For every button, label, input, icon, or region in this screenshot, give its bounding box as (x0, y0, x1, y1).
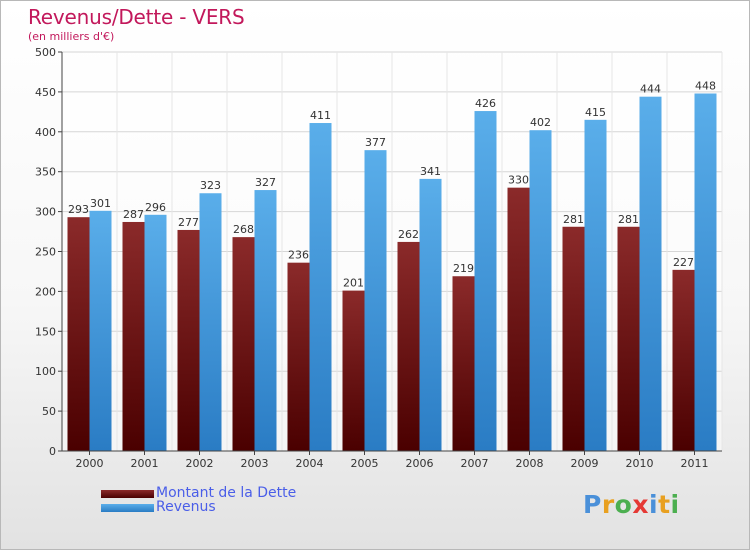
x-tick-label: 2009 (571, 457, 599, 470)
x-tick-label: 2007 (461, 457, 489, 470)
bar-debt (672, 269, 695, 451)
data-label-debt: 262 (398, 228, 419, 241)
y-tick-label: 500 (35, 46, 56, 59)
bar-debt (342, 290, 365, 451)
bar-debt (397, 241, 420, 451)
legend-item-revenus: Revenus (101, 499, 361, 515)
proxiti-logo: Proxiti (583, 490, 680, 519)
bar-revenus (529, 130, 552, 452)
y-tick-label: 300 (35, 206, 56, 219)
logo-letter: i (670, 490, 680, 519)
data-label-revenus: 415 (585, 106, 606, 119)
chart-title: Revenus/Dette - VERS (28, 5, 245, 29)
data-label-debt: 201 (343, 277, 364, 290)
legend-label-revenus: Revenus (156, 499, 216, 515)
data-label-revenus: 301 (90, 197, 111, 210)
y-tick-label: 0 (49, 445, 56, 458)
bar-debt (287, 262, 310, 451)
data-label-revenus: 327 (255, 176, 276, 189)
x-tick-label: 2006 (406, 457, 434, 470)
logo-letter: x (632, 490, 649, 519)
y-tick-label: 400 (35, 126, 56, 139)
bar-revenus (199, 193, 222, 451)
bar-debt (617, 226, 640, 451)
x-tick-label: 2005 (351, 457, 379, 470)
data-label-debt: 330 (508, 174, 529, 187)
logo-letter: t (658, 490, 671, 519)
data-label-revenus: 444 (640, 83, 661, 96)
bar-debt (122, 221, 145, 451)
y-tick-label: 50 (42, 405, 56, 418)
data-label-debt: 277 (178, 216, 199, 229)
data-label-debt: 281 (563, 213, 584, 226)
legend-item-debt: Montant de la Dette (101, 485, 361, 501)
data-label-revenus: 426 (475, 97, 496, 110)
y-tick-label: 150 (35, 325, 56, 338)
bar-revenus (694, 93, 717, 451)
x-tick-label: 2001 (131, 457, 159, 470)
bar-debt (507, 187, 530, 451)
bar-revenus (144, 214, 167, 451)
data-label-revenus: 411 (310, 109, 331, 122)
data-label-revenus: 341 (420, 165, 441, 178)
bar-debt (232, 237, 255, 451)
x-tick-label: 2002 (186, 457, 214, 470)
bar-revenus (89, 210, 112, 451)
x-tick-label: 2004 (296, 457, 324, 470)
bar-revenus (309, 123, 332, 451)
legend-label-debt: Montant de la Dette (156, 485, 297, 501)
bar-revenus (419, 178, 442, 451)
bar-revenus (364, 150, 387, 452)
chart-legend: Montant de la Dette Revenus (101, 485, 361, 515)
x-tick-label: 2010 (626, 457, 654, 470)
y-tick-label: 450 (35, 86, 56, 99)
bar-revenus (254, 190, 277, 451)
y-tick-label: 200 (35, 285, 56, 298)
data-label-revenus: 296 (145, 201, 166, 214)
x-tick-label: 2011 (681, 457, 709, 470)
bar-debt (177, 229, 200, 451)
x-tick-label: 2008 (516, 457, 544, 470)
data-label-debt: 268 (233, 223, 254, 236)
data-label-debt: 227 (673, 256, 694, 269)
data-label-debt: 293 (68, 203, 89, 216)
y-tick-label: 350 (35, 166, 56, 179)
legend-swatch-debt (101, 490, 154, 498)
bar-revenus (639, 96, 662, 452)
logo-letter: i (649, 490, 659, 519)
chart-subtitle: (en milliers d'€) (28, 30, 115, 43)
y-tick-label: 100 (35, 365, 56, 378)
x-tick-label: 2000 (76, 457, 104, 470)
data-label-debt: 219 (453, 262, 474, 275)
x-tick-label: 2003 (241, 457, 269, 470)
y-tick-label: 250 (35, 246, 56, 259)
data-label-revenus: 377 (365, 136, 386, 149)
bar-debt (562, 226, 585, 451)
data-label-debt: 236 (288, 249, 309, 262)
legend-swatch-revenus (101, 504, 154, 512)
bar-revenus (584, 119, 607, 451)
data-label-revenus: 402 (530, 116, 551, 129)
bar-debt (452, 276, 475, 451)
data-label-debt: 281 (618, 213, 639, 226)
logo-letter: P (583, 490, 602, 519)
data-label-revenus: 323 (200, 179, 221, 192)
bar-revenus (474, 111, 497, 451)
bar-debt (67, 217, 90, 451)
data-label-debt: 287 (123, 208, 144, 221)
logo-letter: o (614, 490, 633, 519)
data-label-revenus: 448 (695, 79, 716, 92)
logo-letter: r (601, 490, 615, 519)
